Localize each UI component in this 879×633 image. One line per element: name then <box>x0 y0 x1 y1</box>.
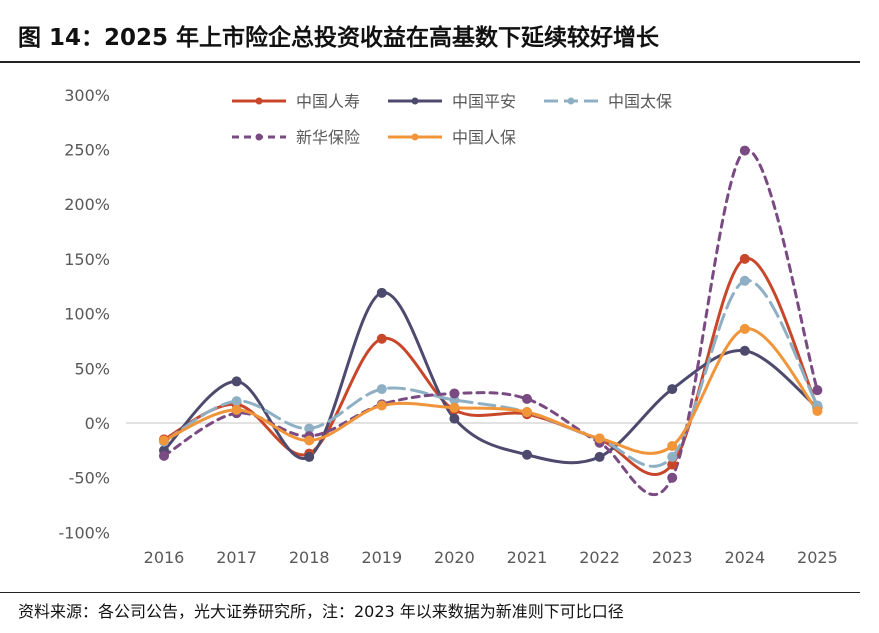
series-line-5 <box>162 327 819 455</box>
data-point-2 <box>449 413 460 424</box>
legend-marker-1 <box>255 97 263 105</box>
x-tick-label: 2024 <box>724 548 765 567</box>
data-point-1 <box>376 333 387 344</box>
series-line-3 <box>162 279 819 468</box>
legend-marker-3 <box>567 97 575 105</box>
series-line-4 <box>162 148 819 497</box>
legend-label-1: 中国人寿 <box>296 92 360 111</box>
figure-title: 图 14：2025 年上市险企总投资收益在高基数下延续较好增长 <box>18 25 660 51</box>
y-tick-label: 250% <box>64 141 110 160</box>
data-point-5 <box>231 404 242 415</box>
legend-label-4: 新华保险 <box>296 128 360 147</box>
y-tick-label: 50% <box>74 359 110 378</box>
legend-label-5: 中国人保 <box>452 128 516 147</box>
x-tick-label: 2016 <box>144 548 185 567</box>
y-tick-label: -100% <box>58 523 110 542</box>
legend-label-3: 中国太保 <box>608 92 672 111</box>
data-point-2 <box>667 384 678 395</box>
y-tick-label: -50% <box>69 469 110 488</box>
data-point-5 <box>739 323 750 334</box>
x-tick-label: 2023 <box>652 548 693 567</box>
data-point-4 <box>667 472 678 483</box>
x-tick-label: 2018 <box>289 548 330 567</box>
data-point-1 <box>667 459 678 470</box>
y-tick-label: 100% <box>64 305 110 324</box>
data-point-3 <box>667 451 678 462</box>
y-tick-label: 200% <box>64 195 110 214</box>
x-tick-label: 2019 <box>361 548 402 567</box>
data-point-4 <box>812 385 823 396</box>
x-tick-label: 2020 <box>434 548 475 567</box>
data-point-1 <box>739 253 750 264</box>
data-point-3 <box>231 396 242 407</box>
y-tick-label: 0% <box>85 414 110 433</box>
x-tick-label: 2025 <box>797 548 838 567</box>
source-divider <box>0 592 860 593</box>
data-point-5 <box>449 402 460 413</box>
data-point-2 <box>304 451 315 462</box>
legend-label-2: 中国平安 <box>452 92 516 111</box>
series-line-1 <box>162 257 819 476</box>
data-point-3 <box>304 423 315 434</box>
data-point-5 <box>376 400 387 411</box>
data-point-4 <box>449 388 460 399</box>
data-point-3 <box>376 384 387 395</box>
legend-marker-2 <box>411 97 419 105</box>
data-point-5 <box>667 440 678 451</box>
x-tick-label: 2021 <box>507 548 548 567</box>
data-point-2 <box>739 345 750 356</box>
title-divider <box>0 61 860 63</box>
y-tick-label: 300% <box>64 86 110 105</box>
data-point-2 <box>594 451 605 462</box>
data-point-5 <box>159 435 169 446</box>
data-point-5 <box>522 407 532 418</box>
data-point-2 <box>522 449 532 460</box>
data-point-2 <box>376 287 387 298</box>
legend-marker-5 <box>411 133 419 141</box>
x-tick-label: 2017 <box>216 548 257 567</box>
data-point-3 <box>739 275 750 286</box>
data-point-4 <box>159 450 169 461</box>
x-tick-label: 2022 <box>579 548 620 567</box>
data-point-5 <box>304 435 315 446</box>
data-point-4 <box>522 393 532 404</box>
data-point-2 <box>231 376 242 387</box>
source-note: 资料来源：各公司公告，光大证券研究所，注：2023 年以来数据为新准则下可比口径 <box>18 602 624 621</box>
data-point-5 <box>812 405 823 416</box>
data-point-5 <box>594 433 605 444</box>
legend-marker-4 <box>255 133 263 141</box>
data-point-4 <box>739 145 750 156</box>
y-tick-label: 150% <box>64 250 110 269</box>
